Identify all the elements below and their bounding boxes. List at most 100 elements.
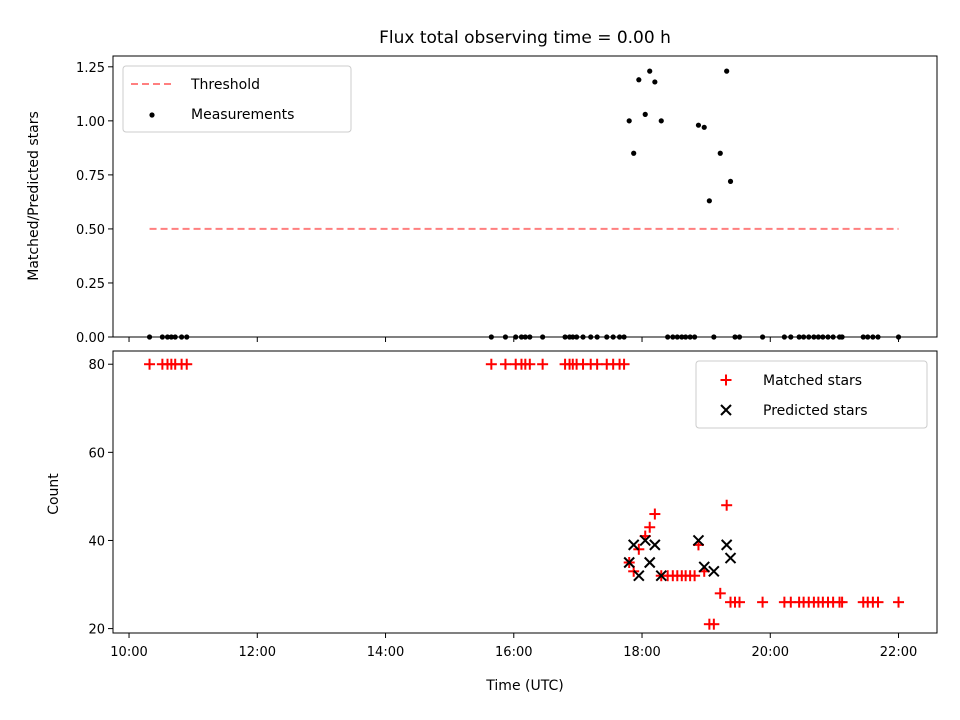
matched-star-point: [181, 358, 193, 370]
measurement-point: [711, 334, 717, 340]
legend-threshold-label: Threshold: [190, 77, 260, 93]
legend-predicted-swatch-b: [720, 404, 732, 416]
measurement-point: [895, 334, 902, 340]
predicted-star-point-b: [639, 534, 651, 547]
top-ytick-label: 0.25: [76, 277, 105, 292]
top-ytick-label: 0.75: [76, 169, 105, 184]
measurement-point: [695, 122, 702, 128]
measurement-point: [172, 334, 178, 340]
predicted-star-point: [644, 556, 656, 569]
predicted-star-point: [655, 570, 667, 582]
measurement-point: [759, 334, 766, 340]
predicted-star-point: [692, 534, 705, 547]
measurement-point: [562, 334, 568, 340]
measurement-point: [727, 178, 734, 184]
matched-star-point: [649, 508, 661, 520]
bottom-legend-box: [695, 360, 928, 429]
bottom-ytick-label: 20: [88, 623, 105, 638]
measurement-point: [825, 334, 831, 340]
bottom-xtick-label: 18:00: [623, 645, 660, 660]
predicted-star-point-b: [655, 570, 667, 582]
measurement-point: [701, 124, 707, 130]
measurement-point: [159, 334, 165, 340]
measurement-point: [679, 334, 685, 340]
measurement-point: [610, 334, 616, 340]
bottom-panel-plot: 20 40 60 80 10:00 12:00 14:00 16:00 18:00 20:00 22…: [88, 350, 938, 660]
measurement-point: [692, 334, 698, 340]
matched-star-point: [689, 570, 701, 582]
bottom-xtick-label: 12:00: [239, 645, 276, 660]
bottom-ytick-label: 40: [88, 534, 105, 549]
measurement-point: [626, 118, 632, 124]
predicted-star-point-b: [724, 552, 737, 564]
matched-star-point: [144, 358, 156, 370]
measurement-point: [518, 334, 525, 340]
measurement-point: [658, 118, 664, 124]
measurement-point: [724, 68, 730, 74]
legend-predicted-swatch: [720, 404, 732, 416]
matched-star-point: [836, 596, 848, 608]
predicted-star-point: [627, 539, 640, 551]
measurement-point: [788, 334, 794, 340]
matched-star-point: [893, 596, 905, 608]
bottom-xtick-label: 22:00: [880, 645, 917, 660]
measurement-point: [184, 334, 190, 340]
predicted-star-point-b: [698, 561, 710, 573]
matched-star-point: [485, 358, 497, 370]
measurement-point: [674, 334, 680, 340]
legend-matched-swatch: [720, 374, 732, 386]
measurement-point: [588, 334, 594, 340]
measurement-point: [801, 334, 807, 340]
bottom-xtick-label: 20:00: [752, 645, 789, 660]
measurement-point: [164, 334, 171, 340]
predicted-star-point: [724, 552, 737, 564]
measurement-point: [146, 334, 153, 340]
measurement-point: [636, 77, 642, 83]
predicted-star-point: [649, 539, 661, 551]
measurement-point: [594, 334, 600, 340]
measurement-point: [513, 334, 519, 340]
top-ytick-label: 1.25: [76, 61, 105, 76]
predicted-star-point-b: [708, 565, 720, 578]
measurement-point: [570, 334, 576, 340]
matched-star-point: [618, 358, 630, 370]
measurement-point: [683, 334, 689, 340]
measurement-point: [616, 334, 623, 340]
measurement-point: [736, 334, 743, 340]
measurement-point: [642, 111, 648, 117]
predicted-star-point: [708, 565, 720, 578]
legend-measurements-swatch: [149, 112, 155, 118]
matched-star-point: [524, 358, 536, 370]
measurement-point: [522, 334, 528, 340]
predicted-star-point: [639, 534, 651, 547]
matched-star-point: [644, 521, 656, 533]
measurement-point: [870, 334, 876, 340]
measurement-point: [540, 334, 546, 340]
measurement-point: [839, 334, 845, 340]
measurement-point: [875, 334, 881, 340]
predicted-star-point-b: [633, 570, 645, 582]
top-ytick-label: 1.00: [76, 115, 105, 130]
predicted-star-point-b: [692, 534, 705, 547]
predicted-star-point: [720, 539, 733, 551]
bottom-legend: Matched stars Predicted stars: [695, 360, 928, 429]
matched-star-point: [721, 499, 733, 511]
matched-star-point: [872, 596, 884, 608]
bottom-y-axis-label: Count: [46, 473, 62, 515]
matched-star-point: [591, 358, 603, 370]
bottom-xtick-label: 16:00: [495, 645, 532, 660]
legend-matched-label: Matched stars: [763, 373, 862, 389]
measurement-point: [781, 334, 787, 340]
measurement-point: [796, 334, 802, 340]
bottom-ytick-label: 60: [88, 446, 105, 461]
measurement-point: [631, 150, 637, 156]
measurement-point: [732, 334, 738, 340]
bottom-ytick-label: 80: [88, 358, 105, 373]
measurement-point: [580, 334, 586, 340]
measurement-point: [820, 334, 826, 340]
measurement-point: [670, 334, 676, 340]
measurement-point: [621, 334, 627, 340]
predicted-star-point-b: [627, 539, 640, 551]
measurement-point: [865, 334, 871, 340]
top-panel-plot: 0.00 0.25 0.50 0.75 1.00 1.25 Threshold Measure…: [76, 55, 938, 346]
